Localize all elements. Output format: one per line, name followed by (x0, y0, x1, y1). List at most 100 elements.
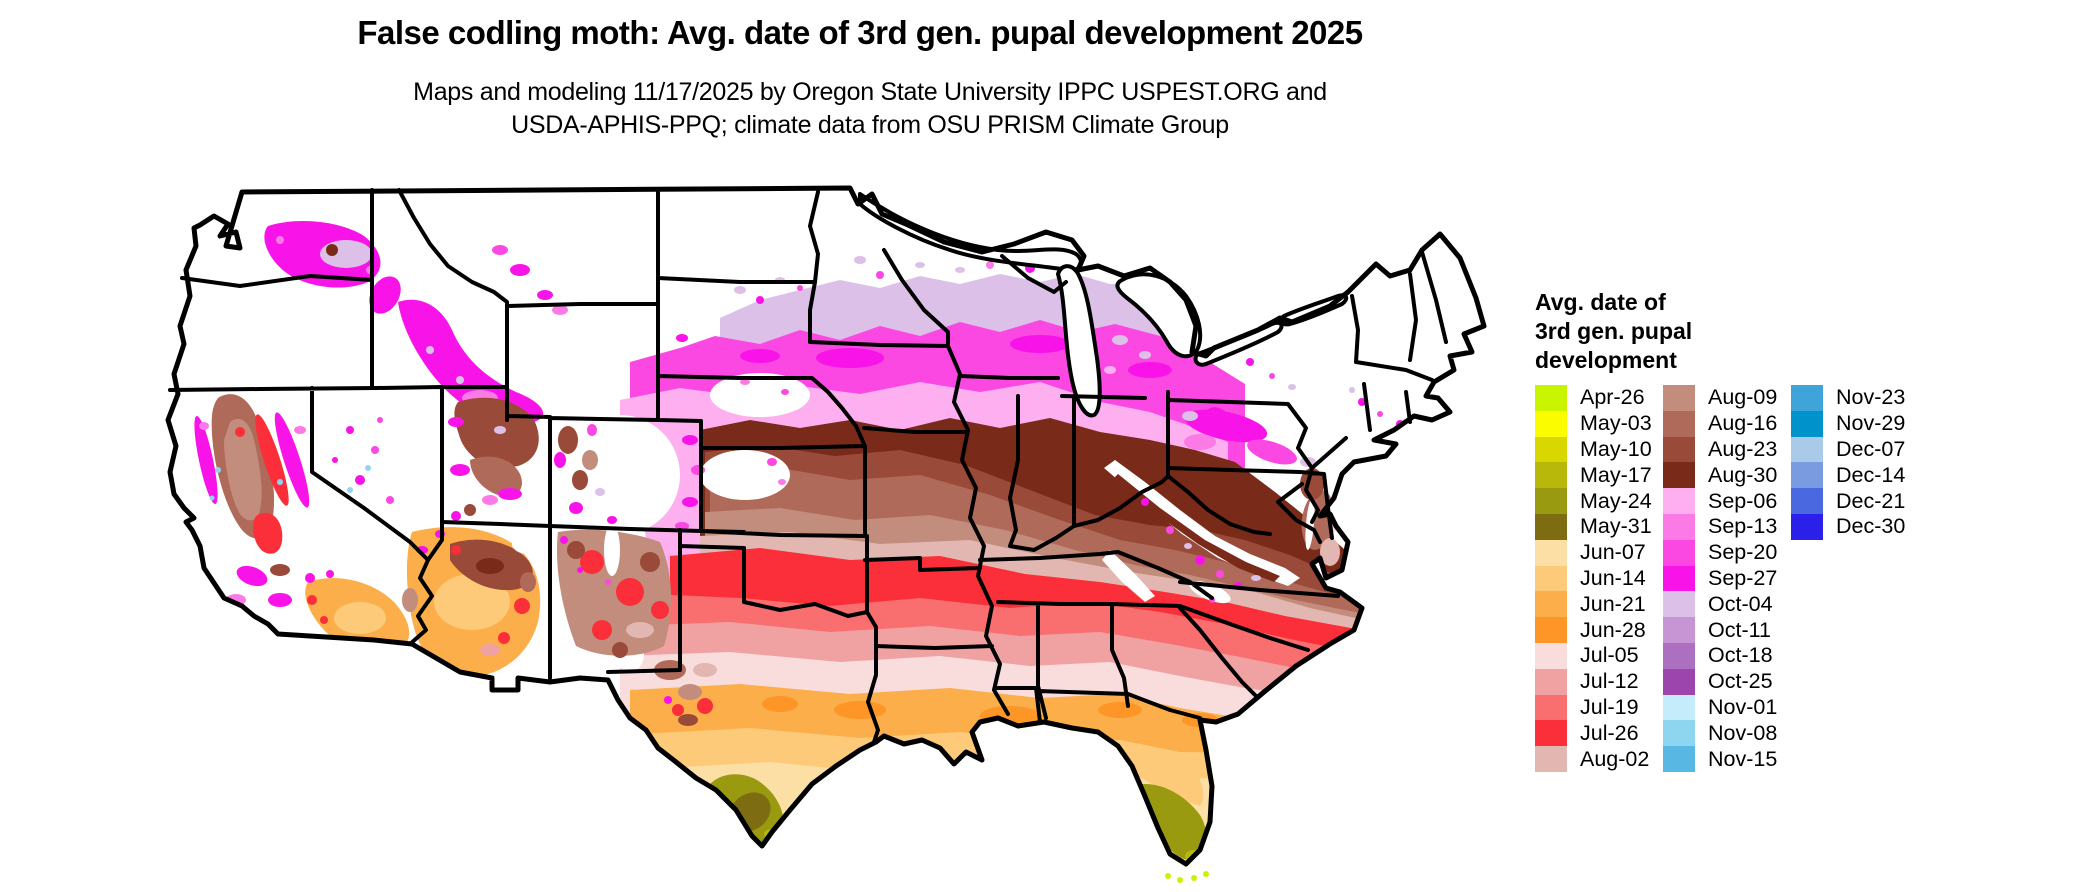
legend-entry: Dec-14 (1791, 462, 1919, 489)
legend-entry-label: Oct-04 (1708, 591, 1773, 616)
legend-column: Apr-26 May-03 May-10 May-17 May-24 May-31 Jun-… (1535, 385, 1663, 772)
legend-entry: Nov-15 (1663, 746, 1791, 772)
map-west-texas (654, 660, 717, 726)
legend-entry-label: May-31 (1580, 514, 1652, 539)
legend-swatch (1663, 668, 1695, 695)
legend-entry-label: Nov-23 (1836, 385, 1906, 410)
legend-entry-label: Jun-14 (1580, 565, 1646, 590)
legend-entry-label: Jul-05 (1580, 643, 1639, 668)
legend-column: Nov-23 Nov-29 Dec-07 Dec-14 Dec-21 Dec-30 (1791, 385, 1919, 540)
legend-swatch (1663, 436, 1695, 463)
legend-swatch (1535, 462, 1567, 489)
legend-entry: Sep-20 (1663, 539, 1791, 566)
legend-swatch (1535, 513, 1567, 540)
legend-entry: Dec-21 (1791, 488, 1919, 514)
legend-entry-label: Sep-20 (1708, 540, 1778, 565)
legend-entry-label: May-17 (1580, 462, 1652, 487)
florida-keys (1165, 871, 1209, 883)
legend-entry-label: Jun-21 (1580, 591, 1646, 616)
legend-entry-label: Aug-02 (1580, 746, 1650, 771)
legend-entry: Dec-07 (1791, 436, 1919, 463)
legend-entry-label: Aug-16 (1708, 411, 1778, 436)
legend-swatch (1663, 591, 1695, 618)
legend-entry: Apr-26 (1535, 385, 1663, 411)
conus-outline (165, 185, 1487, 867)
map-arizona (402, 527, 544, 677)
legend-entry: Aug-16 (1663, 410, 1791, 437)
legend-entry: Aug-30 (1663, 462, 1791, 489)
legend-entry-label: Jun-28 (1580, 617, 1646, 642)
legend-swatch (1663, 385, 1695, 411)
page-title: False codling moth: Avg. date of 3rd gen… (357, 14, 1363, 51)
legend-swatch (1791, 436, 1823, 463)
legend-swatch (1791, 488, 1823, 514)
map-legend: Avg. date of 3rd gen. pupal development … (1535, 288, 1965, 772)
legend-title-line: 3rd gen. pupal (1535, 318, 1693, 344)
legend-entry: Jul-26 (1535, 720, 1663, 747)
legend-entry: Dec-30 (1791, 513, 1919, 540)
legend-entry: Jul-19 (1535, 694, 1663, 721)
legend-entry: May-17 (1535, 462, 1663, 489)
legend-entry: Jul-05 (1535, 642, 1663, 669)
legend-entry-label: Oct-11 (1708, 617, 1771, 642)
legend-entry: May-24 (1535, 488, 1663, 514)
legend-entry: Sep-06 (1663, 488, 1791, 514)
legend-swatch (1535, 436, 1567, 463)
map-new-mexico (556, 524, 672, 658)
legend-swatch (1535, 720, 1567, 747)
legend-entry: Sep-27 (1663, 565, 1791, 592)
legend-entry-label: Dec-21 (1836, 488, 1906, 513)
legend-swatch (1535, 642, 1567, 669)
legend-swatch (1663, 488, 1695, 514)
legend-entry-label: Dec-07 (1836, 436, 1906, 461)
legend-entry: Aug-09 (1663, 385, 1791, 411)
legend-swatch (1535, 488, 1567, 514)
legend-swatch (1535, 539, 1567, 566)
legend-swatch (1663, 539, 1695, 566)
legend-entry-label: Dec-14 (1836, 462, 1906, 487)
legend-entry-label: Dec-30 (1836, 514, 1906, 539)
legend-entry-label: Sep-06 (1708, 488, 1778, 513)
legend-swatch (1791, 410, 1823, 437)
legend-entry: Jun-28 (1535, 617, 1663, 643)
page-subtitle: Maps and modeling 11/17/2025 by Oregon S… (0, 76, 1740, 142)
us-map (165, 185, 1487, 883)
legend-swatch (1663, 720, 1695, 747)
legend-entry-label: May-10 (1580, 436, 1652, 461)
legend-entry: Oct-04 (1663, 591, 1791, 618)
legend-entry-label: Aug-09 (1708, 385, 1778, 410)
legend-swatch (1535, 591, 1567, 618)
map-band-jun07 (665, 762, 1484, 864)
legend-swatch (1663, 746, 1695, 772)
legend-entry: Jun-14 (1535, 565, 1663, 592)
legend-title-line: Avg. date of (1535, 289, 1666, 315)
map-west-colorado (554, 424, 605, 514)
legend-entry: Jun-21 (1535, 591, 1663, 618)
legend-entry: Nov-01 (1663, 694, 1791, 721)
legend-entry-label: Oct-25 (1708, 669, 1773, 694)
legend-swatch (1535, 385, 1567, 411)
legend-swatch (1535, 410, 1567, 437)
legend-swatch (1663, 617, 1695, 643)
legend-entry: May-10 (1535, 436, 1663, 463)
legend-entry: Oct-25 (1663, 668, 1791, 695)
subtitle-line-2: USDA-APHIS-PPQ; climate data from OSU PR… (511, 111, 1229, 139)
legend-entry: Nov-29 (1791, 410, 1919, 437)
legend-entry: Jun-07 (1535, 539, 1663, 566)
legend-entry-label: Jun-07 (1580, 540, 1646, 565)
state-borders (168, 188, 1448, 744)
legend-swatch (1663, 410, 1695, 437)
legend-entry: Oct-18 (1663, 642, 1791, 669)
legend-swatch (1535, 565, 1567, 592)
legend-swatch (1535, 746, 1567, 772)
legend-entry-label: Aug-30 (1708, 462, 1778, 487)
legend-entry-label: Nov-08 (1708, 720, 1778, 745)
map-appalachians (1102, 460, 1300, 604)
legend-entry-label: Aug-23 (1708, 436, 1778, 461)
legend-swatch (1663, 462, 1695, 489)
legend-entry-label: Sep-27 (1708, 565, 1778, 590)
legend-entry-label: Apr-26 (1580, 385, 1645, 410)
legend-swatch (1535, 694, 1567, 721)
legend-swatch (1663, 565, 1695, 592)
